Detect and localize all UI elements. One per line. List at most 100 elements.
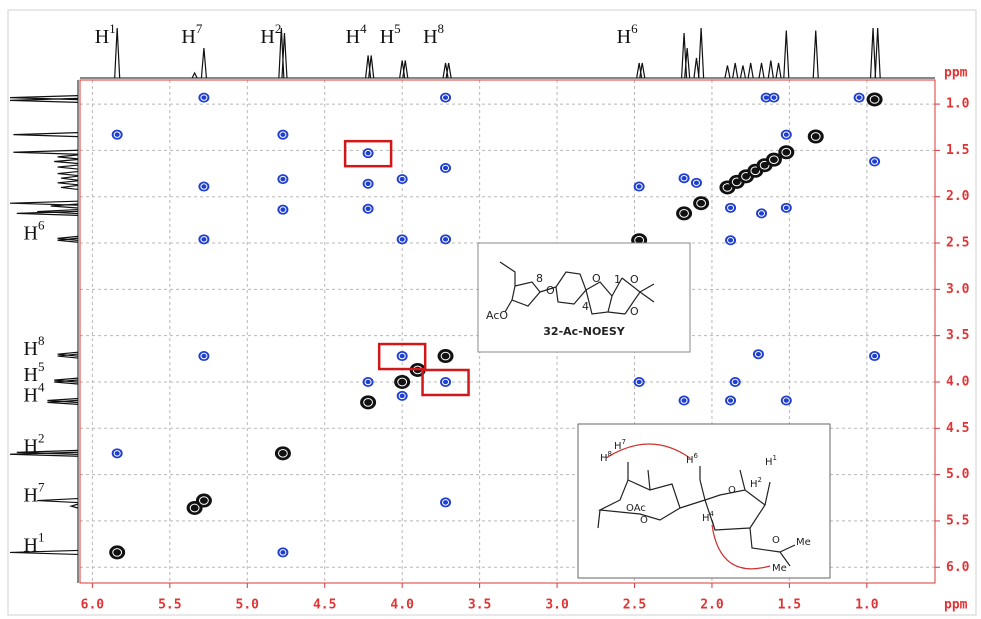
cross-peak-inner xyxy=(113,131,121,138)
cross-peak xyxy=(690,177,702,188)
diagonal-peak xyxy=(866,92,883,107)
cross-peak-inner xyxy=(442,236,450,243)
cross-peak xyxy=(111,448,123,459)
x-tick-label: 5.5 xyxy=(158,598,181,613)
proton-label: H8 xyxy=(423,21,444,47)
diagonal-peak-contour xyxy=(807,129,824,144)
top-projection-peak xyxy=(739,65,747,79)
x-unit: ppm xyxy=(944,598,968,613)
cross-peak xyxy=(396,234,408,245)
y-tick-label: 5.5 xyxy=(946,513,969,528)
cross-peak-contour xyxy=(440,497,452,508)
noe-arrow xyxy=(605,443,691,459)
cross-peak-contour xyxy=(633,181,645,192)
cross-peak-inner xyxy=(727,397,735,404)
cross-peak xyxy=(853,92,865,103)
top-projection-peak xyxy=(191,71,198,79)
cross-peak-inner xyxy=(364,378,372,386)
compound-label: 32-Ac-NOESY xyxy=(543,325,625,338)
cross-peak-inner xyxy=(754,350,762,358)
cross-peak xyxy=(396,390,408,401)
proton-label: H4 xyxy=(24,380,45,406)
top-projection-peak xyxy=(281,32,288,79)
cross-peak-inner xyxy=(442,94,450,101)
cross-peak-contour xyxy=(277,547,289,558)
top-projection-peak xyxy=(639,62,646,79)
diagonal-peak-contour xyxy=(693,196,710,211)
diagonal-peak-contour xyxy=(360,395,377,410)
side-projection-peak xyxy=(16,449,79,455)
cross-peak-inner xyxy=(279,206,287,213)
side-projection-peak xyxy=(54,377,79,383)
side-projection-peak xyxy=(57,164,79,170)
side-projection-peak xyxy=(9,95,79,101)
label-part: 1 xyxy=(38,530,45,545)
side-projection-peak xyxy=(57,154,79,160)
proton-label: H1 xyxy=(765,454,777,468)
cross-peak xyxy=(440,376,452,387)
label-part: H xyxy=(24,364,38,386)
ring-oxygen: O xyxy=(592,272,601,285)
label-part: 2 xyxy=(275,21,282,36)
cross-peak-contour xyxy=(780,395,792,406)
y-tick-label: 2.0 xyxy=(946,189,970,204)
cross-peak-inner xyxy=(757,210,766,217)
cross-peak-inner xyxy=(635,378,643,386)
diagonal-peak-contour xyxy=(394,374,411,389)
y-tick-label: 1.5 xyxy=(946,143,969,158)
diagonal-peak-inner xyxy=(440,351,451,361)
diagonal-peak-inner xyxy=(397,377,408,387)
cross-peak-contour xyxy=(396,234,408,245)
ring-oxygen: O xyxy=(630,305,639,318)
proton-label: H5 xyxy=(380,21,401,47)
side-projection-peak xyxy=(57,237,79,243)
cross-peak-inner xyxy=(398,392,406,400)
top-projection-peak xyxy=(812,30,819,79)
diagonal-peak-contour xyxy=(778,145,795,160)
diagonal-peak-contour xyxy=(195,493,212,508)
cross-peak-contour xyxy=(440,163,452,174)
label-part: 2 xyxy=(38,431,45,446)
structure-inset: 8 O O 4 1 O O AcO 32-Ac-NOESY xyxy=(477,242,691,353)
side-projection-peak xyxy=(9,451,79,457)
cross-peak-contour xyxy=(111,129,123,140)
cross-peak-contour xyxy=(440,376,452,387)
cross-peak-contour xyxy=(198,351,210,362)
diagonal-peak xyxy=(274,446,291,461)
diagonal-peak xyxy=(394,374,411,389)
cross-peak xyxy=(198,181,210,192)
proton-label: H2 xyxy=(260,21,281,47)
cross-peak-contour xyxy=(440,92,452,103)
label-part: 7 xyxy=(196,21,203,36)
diagonal-peak-inner xyxy=(679,209,689,218)
group-label: OAc xyxy=(626,503,646,514)
side-projection-peak xyxy=(13,149,79,155)
cross-peak-inner xyxy=(113,450,121,457)
proton-label: H2 xyxy=(750,476,762,490)
side-projection-peak xyxy=(60,175,79,181)
diagonal-peak xyxy=(807,129,824,144)
highlight-box xyxy=(421,368,470,397)
cross-peak xyxy=(277,204,289,215)
cross-peak xyxy=(362,178,374,189)
label-part: 7 xyxy=(38,480,45,495)
group-label: Me xyxy=(796,537,811,548)
diagonal-peak xyxy=(693,196,710,211)
cross-peak-inner xyxy=(442,499,450,506)
cross-peak xyxy=(362,203,374,214)
top-projection-peak xyxy=(767,60,774,79)
cross-peak-inner xyxy=(442,164,450,172)
locant: 8 xyxy=(536,272,543,285)
diagonal-peak xyxy=(437,349,454,364)
cross-peak xyxy=(768,92,780,103)
label-part: H xyxy=(380,26,394,48)
cross-peak-inner xyxy=(364,205,372,213)
side-projection-peak xyxy=(9,200,79,206)
diagonal-peak-inner xyxy=(363,398,373,407)
noe-arrow xyxy=(711,524,771,570)
cross-peak-contour xyxy=(869,156,881,167)
cross-peak xyxy=(362,148,374,159)
ring-oxygen: O xyxy=(630,273,639,286)
cross-peak xyxy=(277,174,289,185)
